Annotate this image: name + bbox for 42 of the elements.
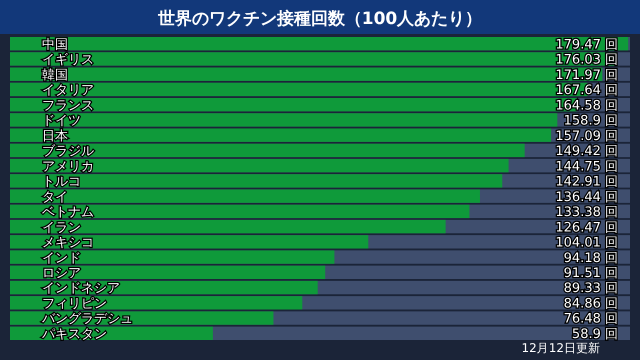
y-tick-label: バングラデシュ	[41, 312, 133, 327]
data-label: 179.47 回	[555, 37, 618, 52]
data-label: 164.58 回	[555, 98, 618, 114]
data-label: 176.03 回	[555, 52, 618, 68]
data-label: 84.86 回	[564, 296, 618, 312]
data-label: 89.33 回	[564, 281, 618, 296]
y-tick-label: 韓国	[42, 68, 68, 83]
data-label: 91.51 回	[564, 266, 618, 282]
y-tick-label: 日本	[42, 128, 68, 144]
y-tick-label: ロシア	[42, 266, 81, 282]
y-tick-label: インドネシア	[42, 281, 120, 296]
y-tick-label: ドイツ	[42, 114, 81, 129]
y-tick-label: ベトナム	[42, 205, 94, 220]
data-label: 142.91 回	[555, 174, 618, 190]
data-label: 171.97 回	[555, 68, 618, 83]
data-label: 104.01 回	[555, 236, 618, 251]
y-tick-label: タイ	[42, 190, 68, 205]
y-tick-label: インド	[42, 250, 81, 266]
y-tick-label: アメリカ	[42, 159, 94, 174]
data-label: 126.47 回	[555, 220, 618, 236]
data-label: 58.9 回	[572, 326, 618, 342]
y-tick-label: パキスタン	[41, 326, 107, 342]
y-tick-label: フィリピン	[42, 296, 107, 312]
data-label: 76.48 回	[564, 312, 618, 327]
y-tick-label: フランス	[42, 98, 94, 114]
data-label: 133.38 回	[555, 205, 618, 220]
text: 12月12日更新	[521, 341, 600, 355]
data-label: 136.44 回	[555, 190, 618, 205]
y-tick-label: イタリア	[42, 83, 94, 98]
data-label: 94.18 回	[564, 250, 618, 266]
data-label: 157.09 回	[555, 128, 618, 144]
data-label: 149.42 回	[555, 144, 618, 160]
chart-title: 世界のワクチン接種回数（100人あたり）	[156, 9, 482, 29]
data-label: 144.75 回	[555, 159, 618, 174]
y-tick-label: ブラジル	[42, 144, 94, 160]
y-tick-label: トルコ	[42, 174, 81, 190]
y-tick-label: イラン	[42, 220, 81, 236]
y-tick-label: メキシコ	[42, 236, 94, 251]
data-label: 158.9 回	[564, 114, 618, 129]
data-label: 167.64 回	[555, 83, 618, 98]
y-tick-label: イギリス	[42, 52, 94, 68]
y-tick-label: 中国	[42, 37, 68, 52]
